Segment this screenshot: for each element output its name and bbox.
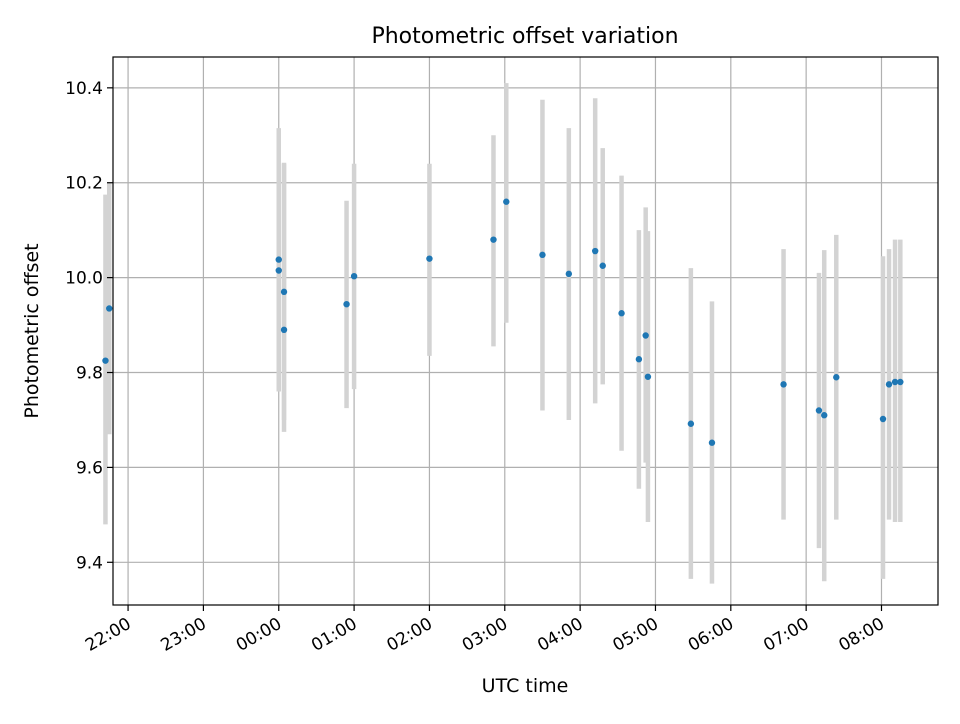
- data-point: [833, 374, 840, 381]
- data-point: [565, 270, 573, 278]
- x-axis-label: UTC time: [482, 675, 569, 697]
- data-point: [280, 326, 288, 334]
- data-point: [490, 236, 497, 243]
- data-point: [897, 378, 904, 386]
- data-point: [879, 415, 887, 423]
- data-point: [106, 305, 113, 312]
- y-tick-label: 10.0: [65, 269, 103, 289]
- data-point: [780, 381, 787, 388]
- chart-title: Photometric offset variation: [371, 24, 678, 49]
- data-point: [687, 420, 695, 427]
- data-points: [102, 198, 904, 446]
- data-point: [708, 439, 716, 446]
- y-tick-label: 10.2: [65, 174, 103, 194]
- data-point: [891, 378, 899, 386]
- data-point: [591, 247, 599, 255]
- data-point: [275, 256, 282, 263]
- y-tick-label: 9.6: [76, 458, 103, 478]
- y-axis-label: Photometric offset: [21, 243, 43, 418]
- data-point: [503, 198, 510, 205]
- data-point: [642, 332, 649, 339]
- data-point: [275, 267, 282, 274]
- data-point: [815, 407, 823, 414]
- data-point: [644, 373, 652, 380]
- y-tick-label: 10.4: [65, 79, 103, 99]
- data-point: [599, 262, 606, 269]
- data-point: [280, 288, 288, 296]
- data-point: [350, 273, 358, 280]
- y-tick-label: 9.8: [76, 364, 103, 384]
- data-point: [885, 381, 893, 388]
- plot-frame: [112, 56, 939, 606]
- data-point: [102, 357, 109, 364]
- plot-area: [113, 57, 938, 605]
- y-tick-label: 9.4: [76, 553, 103, 573]
- data-point: [539, 251, 546, 259]
- data-point: [343, 300, 350, 308]
- data-point: [618, 310, 625, 317]
- data-point: [635, 356, 643, 363]
- data-point: [426, 255, 433, 262]
- data-point: [821, 412, 828, 419]
- y-axis-ticks: 9.4 9.6 9.8 10.0 10.2 10.4: [65, 79, 113, 573]
